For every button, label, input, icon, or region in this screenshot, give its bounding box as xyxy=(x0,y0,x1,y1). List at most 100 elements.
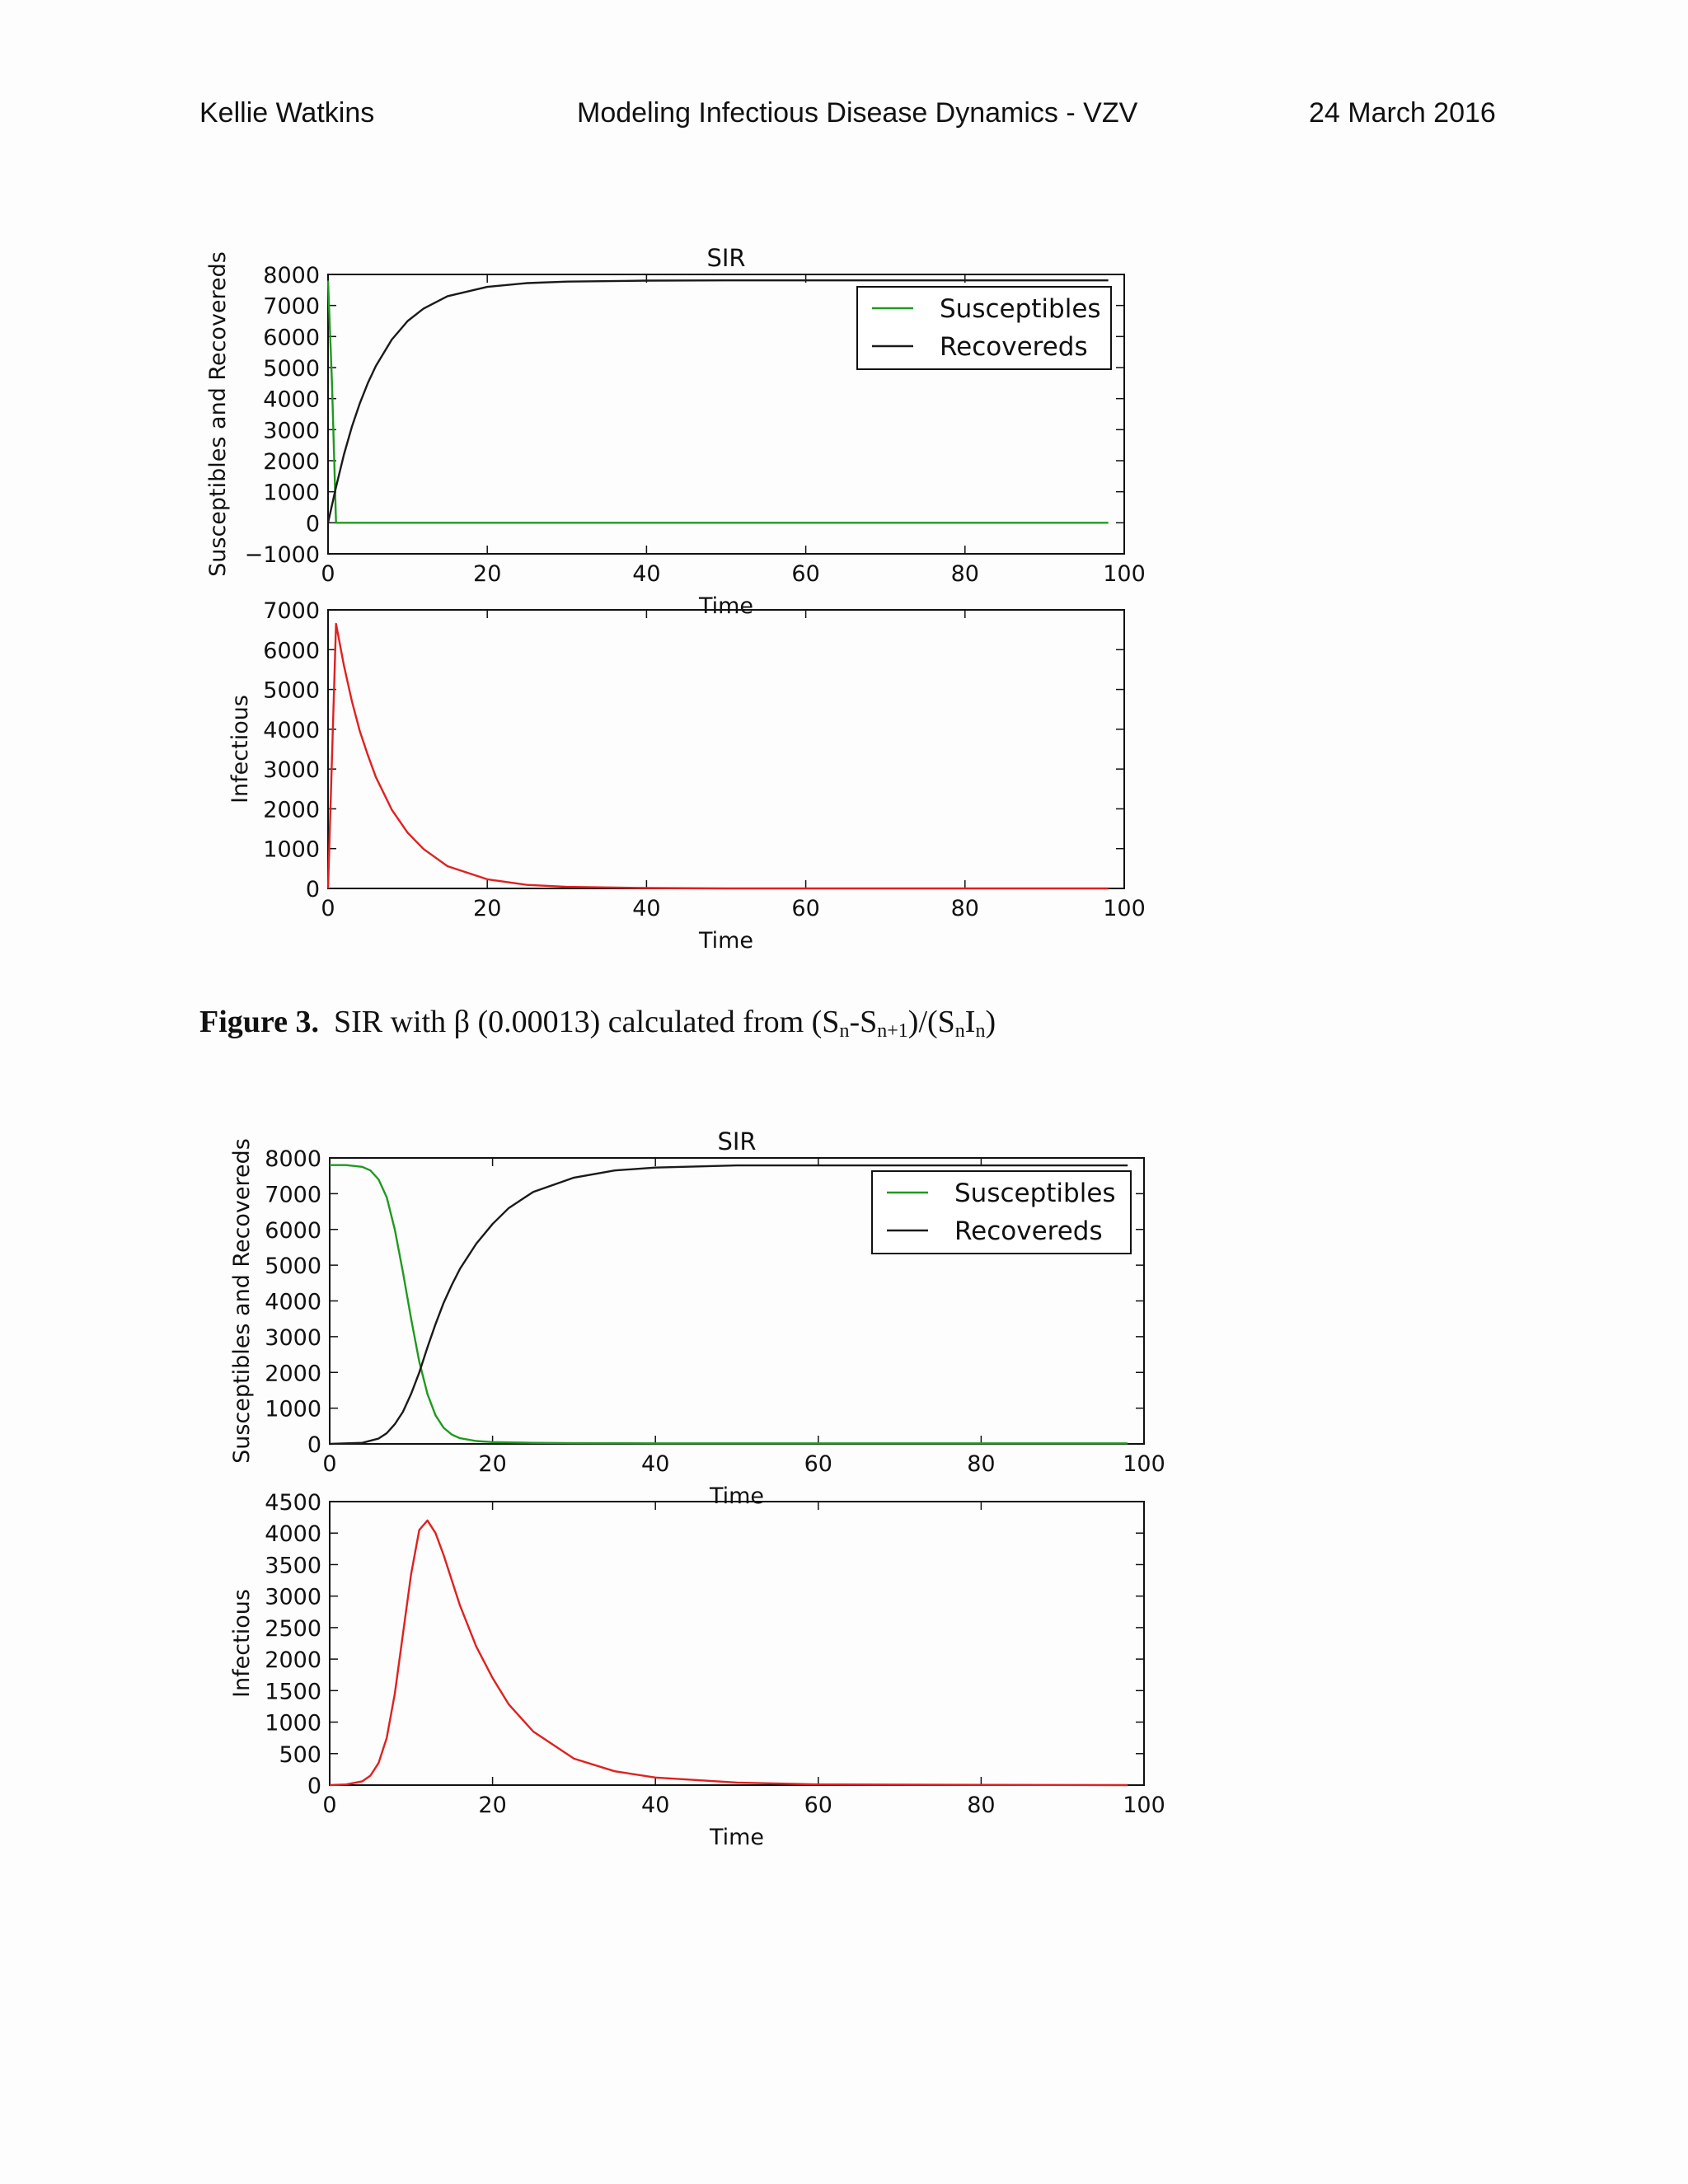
y-tick-label: 3000 xyxy=(265,1585,321,1610)
x-tick-label: 60 xyxy=(791,896,819,921)
y-tick-label: 0 xyxy=(306,511,320,537)
x-tick-label: 0 xyxy=(322,1793,336,1818)
x-tick-label: 20 xyxy=(478,1793,506,1818)
recovereds-series-line xyxy=(326,279,1109,523)
x-tick-label: 0 xyxy=(322,1451,336,1477)
x-tick-label: 80 xyxy=(951,896,979,921)
x-tick-label: 0 xyxy=(321,896,335,921)
y-tick-label: 2000 xyxy=(263,449,320,475)
legend-box xyxy=(871,1170,1132,1254)
y-tick-label: 5000 xyxy=(265,1254,321,1279)
y-tick-label: 4500 xyxy=(265,1490,321,1516)
x-axis-label: Time xyxy=(709,1825,764,1850)
caption-text: SIR with β (0.00013) calculated from (S xyxy=(333,1005,840,1039)
x-tick-label: 20 xyxy=(473,561,501,587)
y-tick-label: 3500 xyxy=(265,1553,321,1578)
y-tick-label: 0 xyxy=(306,877,320,902)
y-tick-label: 6000 xyxy=(263,638,320,663)
chart-title: SIR xyxy=(717,1127,756,1155)
x-tick-label: 20 xyxy=(473,896,501,921)
y-tick-label: 6000 xyxy=(263,325,320,350)
y-tick-label: 5000 xyxy=(263,356,320,382)
y-tick-label: 8000 xyxy=(263,263,320,288)
y-axis-label: Susceptibles and Recovereds xyxy=(205,251,231,577)
recovereds-series-line xyxy=(329,1164,1128,1446)
y-tick-label: 2500 xyxy=(265,1616,321,1642)
susceptibles-series-line xyxy=(330,1164,1128,1445)
y-tick-label: 2000 xyxy=(265,1361,321,1386)
caption-sub: n xyxy=(839,1020,850,1042)
caption-text-part: I xyxy=(964,1005,976,1039)
y-tick-label: 8000 xyxy=(265,1146,321,1172)
y-axis-label: Susceptibles and Recovereds xyxy=(229,1138,255,1464)
y-tick-label: 3000 xyxy=(263,757,320,783)
caption-text-part: -S xyxy=(849,1005,878,1039)
x-tick-label: 100 xyxy=(1103,561,1146,587)
y-tick-label: 4000 xyxy=(265,1521,321,1547)
y-tick-label: 3000 xyxy=(263,418,320,443)
legend-entry: Recovereds xyxy=(940,332,1088,362)
infectious-series-line xyxy=(329,1519,1128,1787)
x-tick-label: 40 xyxy=(641,1793,669,1818)
legend-entry: Susceptibles xyxy=(940,294,1101,324)
y-tick-label: 2000 xyxy=(263,797,320,823)
legend-entry: Susceptibles xyxy=(954,1179,1116,1208)
legend-entry: Recovereds xyxy=(954,1216,1103,1246)
y-tick-label: 1000 xyxy=(265,1397,321,1422)
x-tick-label: 100 xyxy=(1123,1793,1165,1818)
y-tick-label: 6000 xyxy=(265,1218,321,1244)
y-tick-label: 500 xyxy=(279,1742,321,1768)
infectious-series-line xyxy=(326,622,1109,890)
y-tick-label: 7000 xyxy=(263,294,320,320)
y-tick-label: 0 xyxy=(307,1774,321,1799)
caption-sub: n+1 xyxy=(877,1020,908,1042)
x-tick-label: 60 xyxy=(791,561,819,587)
header-date: 24 March 2016 xyxy=(1309,97,1496,129)
y-tick-label: 4000 xyxy=(265,1290,321,1315)
x-tick-label: 40 xyxy=(632,896,660,921)
x-tick-label: 100 xyxy=(1123,1451,1165,1477)
x-tick-label: 0 xyxy=(321,561,335,587)
caption-text-part: )/(S xyxy=(907,1005,955,1039)
x-tick-label: 100 xyxy=(1103,896,1146,921)
x-tick-label: 40 xyxy=(632,561,660,587)
x-axis-label: Time xyxy=(709,1483,764,1509)
legend-box xyxy=(856,286,1112,370)
x-tick-label: 20 xyxy=(478,1451,506,1477)
x-axis-label: Time xyxy=(698,593,753,619)
y-axis-label: Infectious xyxy=(227,695,253,804)
y-tick-label: 0 xyxy=(307,1432,321,1458)
y-tick-label: 2000 xyxy=(265,1647,321,1673)
figure-label: Figure 3. xyxy=(199,1005,319,1039)
x-tick-label: 60 xyxy=(804,1793,832,1818)
x-tick-label: 80 xyxy=(951,561,979,587)
y-tick-label: 4000 xyxy=(263,387,320,413)
x-tick-label: 40 xyxy=(641,1451,669,1477)
y-tick-label: 3000 xyxy=(265,1325,321,1351)
figure-caption: Figure 3. SIR with β (0.00013) calculated… xyxy=(199,1004,996,1043)
plot-frame xyxy=(329,1501,1145,1786)
chart-title: SIR xyxy=(706,244,745,272)
y-tick-label: 5000 xyxy=(263,678,320,704)
y-tick-label: 1000 xyxy=(263,480,320,506)
y-axis-label: Infectious xyxy=(229,1589,255,1698)
y-tick-label: 7000 xyxy=(263,598,320,624)
caption-text-part: ) xyxy=(985,1005,996,1039)
header-author: Kellie Watkins xyxy=(199,97,375,129)
plot-frame xyxy=(327,274,1125,555)
x-tick-label: 80 xyxy=(967,1793,995,1818)
y-tick-label: 7000 xyxy=(265,1182,321,1207)
y-tick-label: 4000 xyxy=(263,718,320,743)
y-tick-label: 1000 xyxy=(265,1711,321,1736)
x-tick-label: 60 xyxy=(804,1451,832,1477)
y-tick-label: 1000 xyxy=(263,837,320,863)
y-tick-label: −1000 xyxy=(245,542,320,568)
susceptibles-series-line xyxy=(326,280,1109,524)
caption-sub: n xyxy=(954,1020,965,1042)
x-axis-label: Time xyxy=(698,928,753,954)
header-title: Modeling Infectious Disease Dynamics - V… xyxy=(577,97,1138,129)
